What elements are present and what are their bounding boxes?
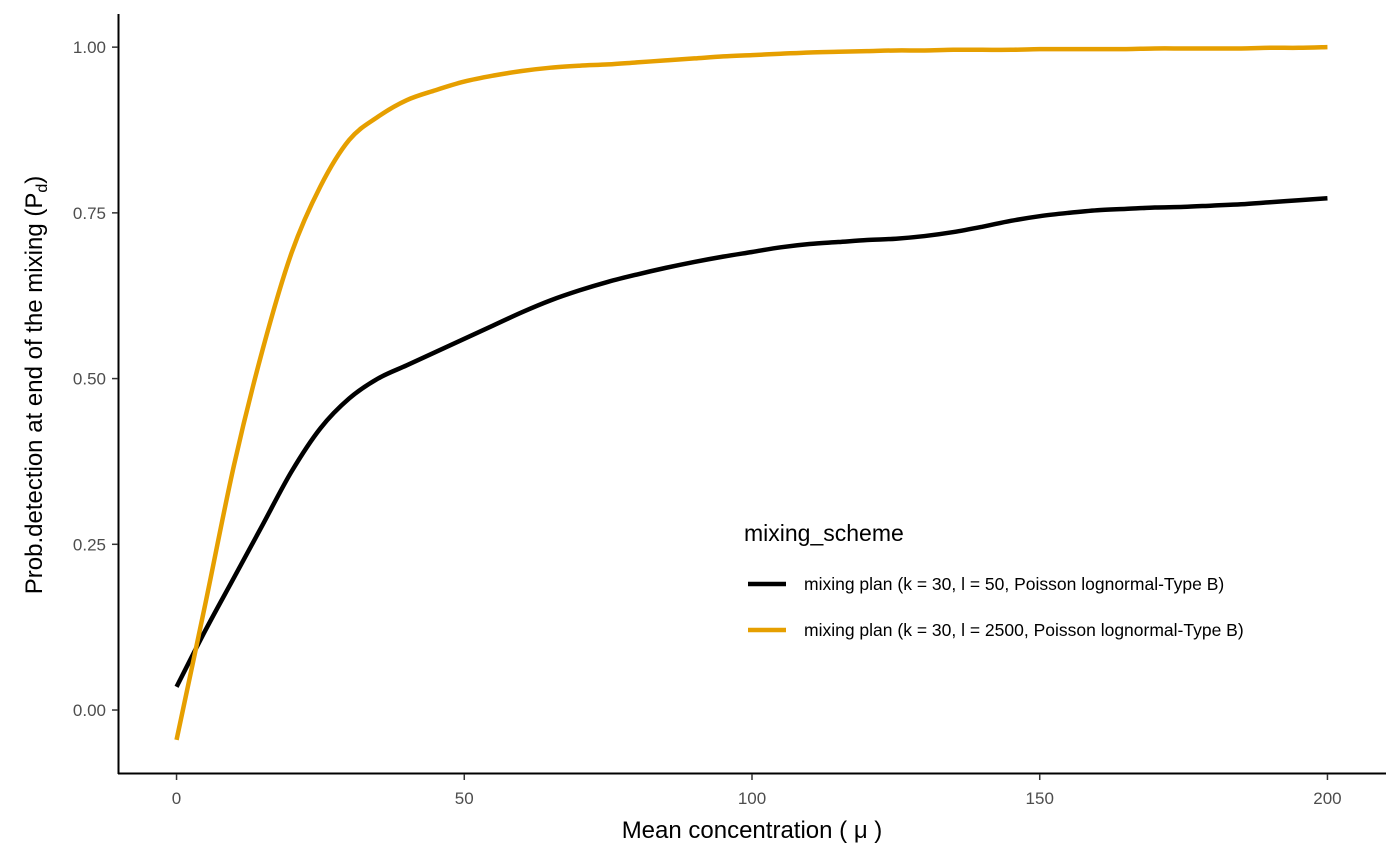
x-tick-label: 50	[455, 789, 474, 808]
x-tick-label: 200	[1313, 789, 1341, 808]
x-axis-title: Mean concentration ( μ )	[622, 817, 883, 844]
y-axis-title-subscript: d	[34, 184, 51, 193]
y-tick-label: 0.00	[73, 701, 106, 720]
x-ticks: 0 50 100 150 200	[172, 774, 1342, 808]
x-tick-label: 150	[1026, 789, 1054, 808]
legend-label-1: mixing plan (k = 30, l = 50, Poisson log…	[804, 574, 1224, 594]
y-axis-title-close: )	[21, 176, 48, 184]
y-tick-label: 0.75	[73, 204, 106, 223]
legend-title: mixing_scheme	[744, 520, 904, 546]
legend: mixing_scheme mixing plan (k = 30, l = 5…	[744, 520, 1244, 640]
x-tick-label: 100	[738, 789, 766, 808]
y-ticks: 0.00 0.25 0.50 0.75 1.00	[73, 38, 118, 720]
y-tick-label: 0.50	[73, 370, 106, 389]
x-tick-label: 0	[172, 789, 181, 808]
series-layer	[174, 44, 1328, 741]
series-line-2	[174, 44, 1328, 741]
y-tick-label: 1.00	[73, 38, 106, 57]
legend-items: mixing plan (k = 30, l = 50, Poisson log…	[748, 574, 1244, 640]
y-axis-title-main: Prob.detection at end of the mixing (P	[21, 193, 48, 595]
y-axis-title: Prob.detection at end of the mixing (Pd)	[21, 176, 51, 594]
y-tick-label: 0.25	[73, 535, 106, 554]
series-line-1	[174, 196, 1328, 688]
legend-label-2: mixing plan (k = 30, l = 2500, Poisson l…	[804, 620, 1244, 640]
